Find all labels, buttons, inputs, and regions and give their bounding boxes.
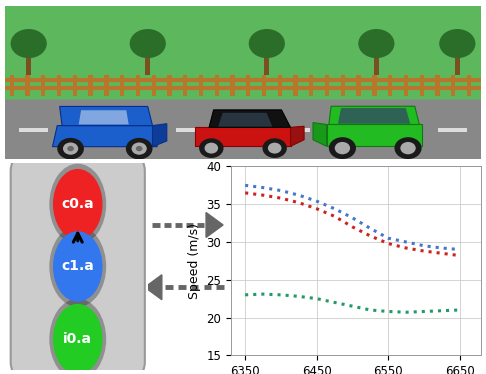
Bar <box>325 75 329 96</box>
Bar <box>281 128 310 132</box>
Circle shape <box>262 138 287 158</box>
Circle shape <box>249 29 285 58</box>
Polygon shape <box>327 125 422 146</box>
Circle shape <box>11 29 47 58</box>
Bar <box>262 75 266 96</box>
Bar <box>404 75 408 96</box>
Polygon shape <box>206 212 223 237</box>
Polygon shape <box>313 123 327 146</box>
Circle shape <box>130 29 166 58</box>
FancyBboxPatch shape <box>11 159 145 374</box>
Polygon shape <box>338 108 410 124</box>
FancyBboxPatch shape <box>5 99 481 159</box>
Bar <box>388 75 392 96</box>
Circle shape <box>63 142 78 155</box>
Bar <box>199 75 203 96</box>
Bar <box>333 128 362 132</box>
Circle shape <box>53 304 103 374</box>
Bar <box>467 75 471 96</box>
Circle shape <box>50 226 106 307</box>
Circle shape <box>136 146 142 151</box>
Bar <box>71 128 100 132</box>
Circle shape <box>50 164 106 245</box>
Circle shape <box>57 138 84 159</box>
Polygon shape <box>291 126 304 146</box>
Circle shape <box>335 142 350 154</box>
Polygon shape <box>145 275 162 300</box>
Circle shape <box>199 138 224 158</box>
Bar <box>435 75 440 96</box>
Bar <box>183 75 187 96</box>
Polygon shape <box>52 126 157 147</box>
Circle shape <box>439 29 475 58</box>
Bar <box>438 128 467 132</box>
Circle shape <box>395 137 422 159</box>
Bar <box>374 54 379 76</box>
Bar <box>124 128 153 132</box>
Bar <box>309 75 313 96</box>
Bar <box>264 54 269 76</box>
Bar <box>176 128 205 132</box>
Text: c0.a: c0.a <box>61 197 94 211</box>
Polygon shape <box>195 128 291 146</box>
Bar <box>215 75 219 96</box>
Bar <box>57 75 61 96</box>
Circle shape <box>132 142 147 155</box>
Bar <box>167 75 172 96</box>
Bar <box>41 75 46 96</box>
Polygon shape <box>60 107 153 126</box>
Bar <box>386 128 415 132</box>
Bar <box>25 75 30 96</box>
FancyBboxPatch shape <box>0 0 486 165</box>
Bar <box>294 75 298 96</box>
Bar <box>278 75 282 96</box>
Circle shape <box>50 299 106 374</box>
Bar <box>230 75 235 96</box>
Circle shape <box>205 142 218 154</box>
Bar <box>10 75 14 96</box>
Bar <box>372 75 377 96</box>
Bar <box>104 75 108 96</box>
Bar <box>229 128 257 132</box>
Bar <box>26 54 31 76</box>
Y-axis label: Speed (m/s): Speed (m/s) <box>188 223 201 299</box>
Circle shape <box>400 142 416 154</box>
Polygon shape <box>79 110 129 125</box>
Bar <box>88 75 93 96</box>
Text: i0.a: i0.a <box>63 332 92 346</box>
Bar <box>341 75 345 96</box>
Polygon shape <box>329 106 419 125</box>
Bar <box>246 75 250 96</box>
Circle shape <box>268 142 281 154</box>
Circle shape <box>53 169 103 239</box>
Circle shape <box>358 29 395 58</box>
Bar <box>455 54 460 76</box>
Polygon shape <box>153 124 167 147</box>
Circle shape <box>53 231 103 302</box>
Bar <box>145 54 150 76</box>
Bar <box>19 128 48 132</box>
Bar <box>419 75 424 96</box>
Circle shape <box>67 146 74 151</box>
Circle shape <box>126 138 153 159</box>
Circle shape <box>329 137 356 159</box>
Polygon shape <box>209 110 291 128</box>
Bar <box>451 75 455 96</box>
Bar <box>136 75 140 96</box>
Bar <box>120 75 124 96</box>
Bar <box>357 75 361 96</box>
Text: c1.a: c1.a <box>61 260 94 273</box>
Bar <box>152 75 156 96</box>
Bar <box>73 75 77 96</box>
Polygon shape <box>218 113 273 127</box>
